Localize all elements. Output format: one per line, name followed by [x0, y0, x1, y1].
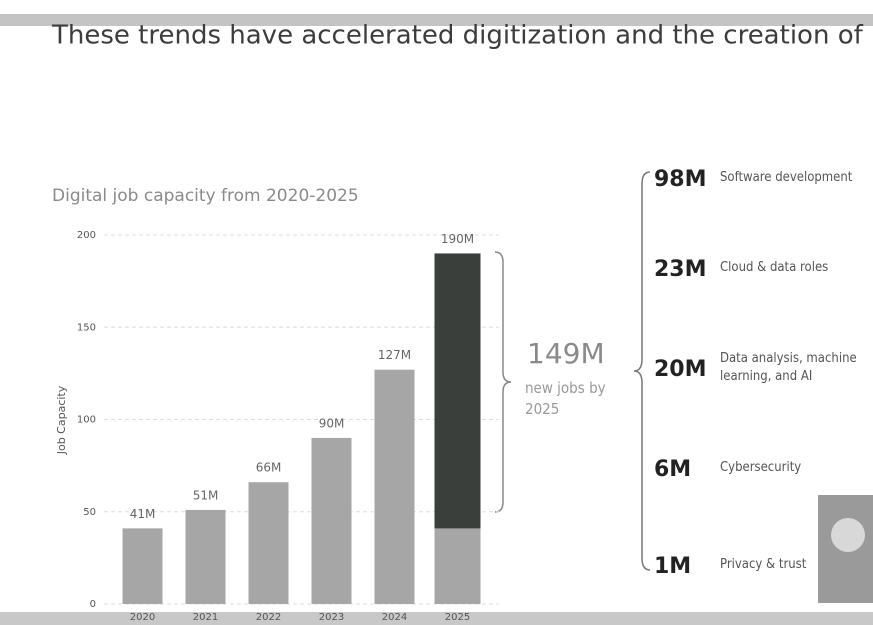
y-tick-label: 200 — [77, 230, 96, 241]
value-label: 127M — [378, 348, 411, 362]
breakdown-label: Data analysis, machine learning, and AI — [720, 351, 857, 384]
x-tick-label: 2020 — [130, 612, 155, 623]
bottom-bar — [0, 612, 873, 625]
chart-subtitle: Digital job capacity from 2020-2025 — [52, 186, 359, 206]
y-axis-label: Job Capacity — [55, 385, 68, 455]
photo-face — [831, 518, 865, 552]
breakdown-value: 6M — [654, 457, 691, 482]
y-tick-label: 0 — [90, 599, 96, 610]
breakdown-label: Software development — [720, 170, 853, 185]
bar — [374, 369, 415, 604]
x-tick-label: 2024 — [382, 612, 407, 623]
breakdown-value: 23M — [654, 257, 707, 282]
breakdown-label: Cybersecurity — [720, 460, 802, 475]
x-tick-label: 2023 — [319, 612, 344, 623]
top-bar — [0, 14, 873, 26]
bar — [311, 437, 352, 604]
brace — [633, 171, 651, 571]
breakdown-value: 98M — [654, 167, 707, 192]
annotation-text: new jobs by 2025 — [525, 379, 606, 418]
x-tick-label: 2021 — [193, 612, 218, 623]
bar — [248, 482, 289, 604]
y-tick-label: 50 — [83, 507, 96, 518]
value-label: 51M — [193, 488, 219, 502]
x-tick-label: 2025 — [445, 612, 470, 623]
annotation-value: 149M — [527, 337, 605, 370]
x-tick-label: 2022 — [256, 612, 281, 623]
bar — [122, 528, 163, 604]
slide-title: These trends have accelerated digitizati… — [51, 21, 873, 51]
breakdown-label: Cloud & data roles — [720, 260, 829, 275]
y-tick-label: 100 — [77, 415, 96, 426]
breakdown-label: Privacy & trust — [720, 557, 807, 572]
value-label: 90M — [319, 416, 345, 430]
value-label: 41M — [130, 507, 156, 521]
value-label: 66M — [256, 461, 282, 475]
breakdown-value: 1M — [654, 554, 691, 579]
breakdown-value: 20M — [654, 357, 707, 382]
bar-new-jobs — [434, 253, 481, 529]
y-tick-label: 150 — [77, 322, 96, 333]
bar — [185, 509, 226, 604]
brace — [494, 251, 512, 513]
value-label: 190M — [441, 232, 474, 246]
